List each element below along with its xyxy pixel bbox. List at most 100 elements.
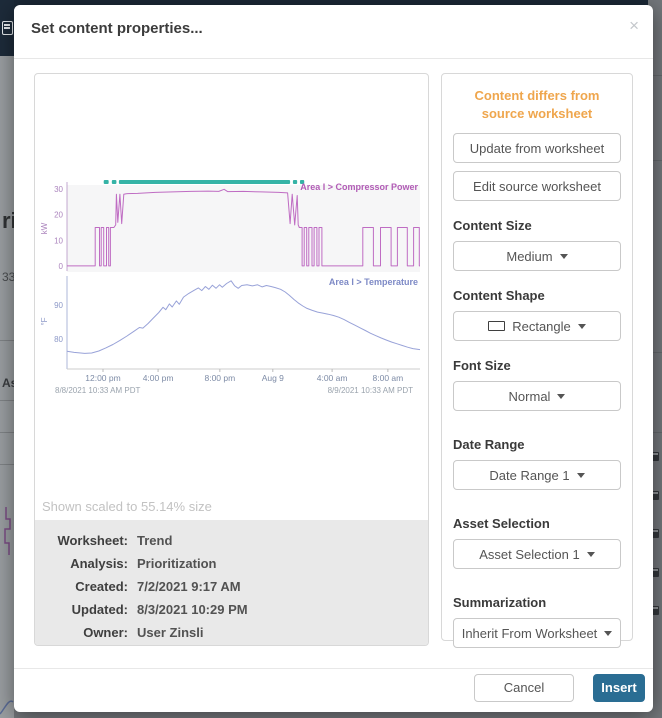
backdrop-divider xyxy=(0,464,14,465)
edit-source-worksheet-button[interactable]: Edit source worksheet xyxy=(453,171,621,202)
y-axis-unit: kW xyxy=(40,222,49,234)
capsule-bar xyxy=(299,180,305,184)
update-from-worksheet-button[interactable]: Update from worksheet xyxy=(453,133,621,164)
content-preview-chart-wrap: 0 10 20 30 kW Area I > Compressor Power 80 90 °F… xyxy=(35,74,428,494)
summarization-dropdown[interactable]: Inherit From Worksheet xyxy=(453,618,621,649)
y-tick-label: 30 xyxy=(54,185,63,194)
y-tick-label: 20 xyxy=(54,211,63,220)
content-shape-value: Rectangle xyxy=(512,318,571,334)
series-label: Area I > Temperature xyxy=(329,277,418,287)
meta-value: User Zinsli xyxy=(137,625,204,640)
chevron-down-icon xyxy=(577,323,586,329)
meta-label: Updated: xyxy=(71,602,128,617)
rectangle-shape-icon xyxy=(488,321,506,332)
content-size-label: Content Size xyxy=(453,218,532,234)
chevron-down-icon xyxy=(576,472,585,478)
date-range-dropdown[interactable]: Date Range 1 xyxy=(453,460,621,491)
lane-background xyxy=(67,185,420,272)
backdrop-divider xyxy=(648,432,662,433)
x-tick-label: 12:00 pm xyxy=(85,373,120,383)
meta-row-updated: Updated: 8/3/2021 10:29 PM xyxy=(35,598,428,621)
content-properties-controls: Content differs from source worksheet Up… xyxy=(441,73,633,649)
dialog-header: Set content properties... × xyxy=(14,5,653,59)
capsule-bar xyxy=(103,180,109,184)
backdrop-text-fragment: As xyxy=(2,376,14,390)
backdrop-trend-fragment xyxy=(4,507,11,555)
insert-button[interactable]: Insert xyxy=(593,673,645,702)
worksheet-metadata: Worksheet: Trend Analysis: Prioritizatio… xyxy=(35,520,428,645)
content-size-group: Content Size Medium xyxy=(453,218,621,272)
capsule-bar xyxy=(292,180,298,184)
content-size-dropdown[interactable]: Medium xyxy=(453,241,621,272)
summarization-label: Summarization xyxy=(453,595,547,611)
y-tick-label: 0 xyxy=(59,262,64,271)
chevron-down-icon xyxy=(557,393,566,399)
backdrop-divider xyxy=(648,75,662,76)
scale-note: Shown scaled to 55.14% size xyxy=(42,499,212,514)
table-icon xyxy=(650,491,659,500)
meta-value: Trend xyxy=(137,533,173,548)
backdrop-divider xyxy=(648,352,662,353)
set-content-properties-dialog: Set content properties... × 0 10 20 30 kW Are… xyxy=(14,5,653,712)
date-range-value: Date Range 1 xyxy=(489,467,570,483)
date-range-label: Date Range xyxy=(453,437,525,453)
meta-row-analysis: Analysis: Prioritization xyxy=(35,552,428,575)
font-size-group: Font Size Normal xyxy=(453,358,621,412)
backdrop-app-topbar xyxy=(0,0,662,9)
chevron-down-icon xyxy=(586,551,595,557)
y-axis-unit: °F xyxy=(40,317,49,325)
backdrop-divider xyxy=(0,400,14,401)
content-preview-panel: 0 10 20 30 kW Area I > Compressor Power 80 90 °F… xyxy=(34,73,429,646)
meta-value: 8/3/2021 10:29 PM xyxy=(137,602,248,617)
table-icon xyxy=(650,606,659,615)
chevron-down-icon xyxy=(604,630,613,636)
meta-row-worksheet: Worksheet: Trend xyxy=(35,529,428,552)
meta-label: Created: xyxy=(75,579,128,594)
table-icon xyxy=(650,529,659,538)
content-shape-group: Content Shape Rectangle xyxy=(453,288,621,342)
x-tick-label: 4:00 pm xyxy=(143,373,174,383)
preview-chart: 0 10 20 30 kW Area I > Compressor Power 80 90 °F… xyxy=(40,180,421,395)
journal-icon xyxy=(2,21,13,35)
meta-row-created: Created: 7/2/2021 9:17 AM xyxy=(35,575,428,598)
backdrop-divider xyxy=(0,340,14,341)
x-end-timestamp: 8/9/2021 10:33 AM PDT xyxy=(328,386,414,395)
x-tick-label: 8:00 am xyxy=(373,373,404,383)
y-tick-label: 10 xyxy=(54,236,63,245)
asset-selection-dropdown[interactable]: Asset Selection 1 xyxy=(453,539,621,570)
content-shape-dropdown[interactable]: Rectangle xyxy=(453,311,621,342)
backdrop-divider xyxy=(648,160,662,161)
x-start-timestamp: 8/8/2021 10:33 AM PDT xyxy=(55,386,141,395)
asset-selection-value: Asset Selection 1 xyxy=(479,546,580,562)
meta-label: Owner: xyxy=(83,625,128,640)
series-label: Area I > Compressor Power xyxy=(300,182,418,192)
series-line xyxy=(67,188,420,267)
close-icon[interactable]: × xyxy=(629,16,639,35)
font-size-value: Normal xyxy=(508,388,551,404)
y-tick-label: 80 xyxy=(54,335,63,344)
table-icon xyxy=(650,568,659,577)
chevron-down-icon xyxy=(559,253,568,259)
backdrop-trend-fragment xyxy=(0,700,14,715)
date-range-group: Date Range Date Range 1 xyxy=(453,437,621,491)
dialog-title: Set content properties... xyxy=(31,20,203,37)
capsule-bar xyxy=(111,180,117,184)
meta-label: Worksheet: xyxy=(57,533,128,548)
backdrop-divider xyxy=(0,432,14,433)
font-size-label: Font Size xyxy=(453,358,511,374)
table-icon xyxy=(650,452,659,461)
meta-row-owner: Owner: User Zinsli xyxy=(35,621,428,644)
meta-label: Analysis: xyxy=(70,556,128,571)
font-size-dropdown[interactable]: Normal xyxy=(453,381,621,412)
cancel-button[interactable]: Cancel xyxy=(474,673,574,702)
backdrop-text-fragment: 33 xyxy=(2,270,14,284)
dialog-body: 0 10 20 30 kW Area I > Compressor Power 80 90 °F… xyxy=(14,59,653,649)
dialog-footer: Cancel Insert xyxy=(14,668,653,712)
capsule-bar xyxy=(118,180,291,184)
content-differs-warning: Content differs from source worksheet xyxy=(474,88,600,122)
meta-value: 7/2/2021 9:17 AM xyxy=(137,579,241,594)
series-line xyxy=(66,280,421,354)
summarization-value: Inherit From Worksheet xyxy=(461,625,598,641)
y-tick-label: 90 xyxy=(54,301,63,310)
summarization-group: Summarization Inherit From Worksheet xyxy=(453,595,621,649)
